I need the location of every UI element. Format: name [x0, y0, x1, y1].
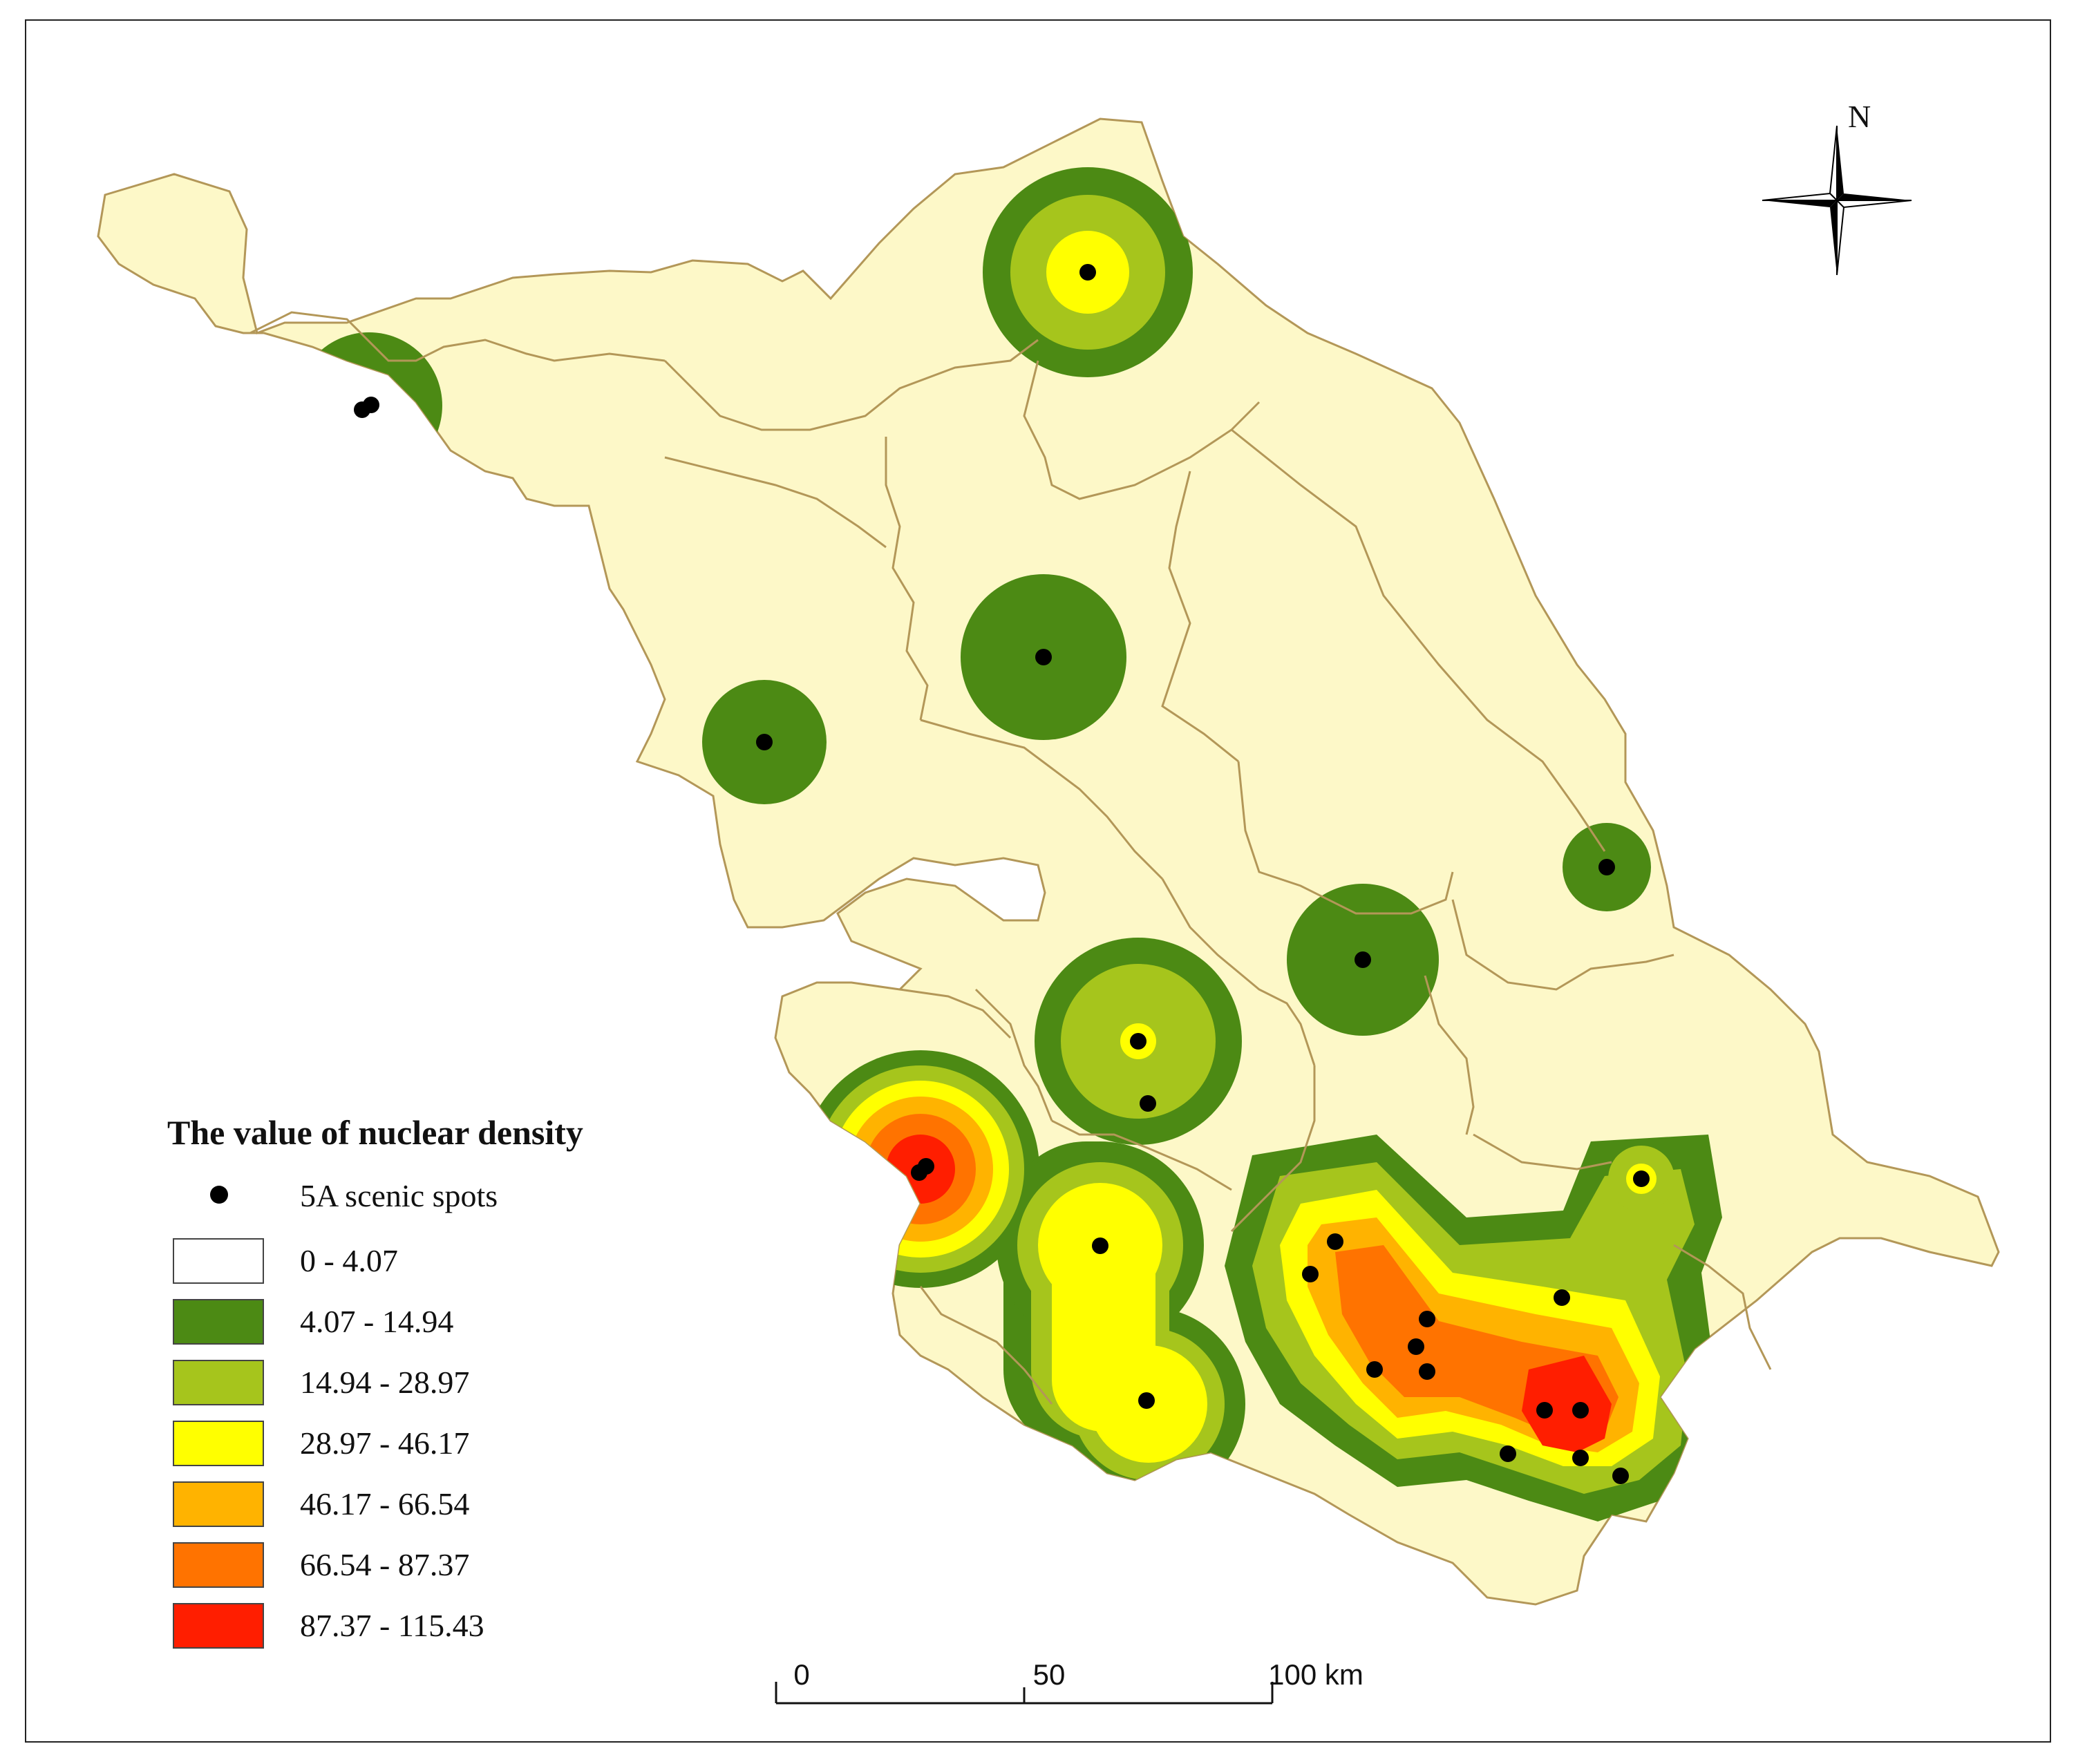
legend-class-label: 14.94 - 28.97	[300, 1365, 470, 1400]
spot-7	[1598, 859, 1615, 875]
legend-class-label: 87.37 - 115.43	[300, 1608, 484, 1643]
map-frame: N The value of nuclear density 5A scenic…	[25, 19, 2051, 1743]
spot-12	[1092, 1237, 1108, 1254]
spot-21	[1554, 1289, 1570, 1306]
legend-class-label: 0 - 4.07	[300, 1243, 398, 1278]
legend-swatch	[173, 1238, 264, 1284]
compass-rose-icon	[1762, 125, 1912, 276]
spot-22	[1536, 1402, 1553, 1419]
legend-point-label: 5A scenic spots	[300, 1178, 498, 1213]
legend-swatch	[173, 1360, 264, 1405]
spot-19	[1419, 1363, 1435, 1380]
spot-6	[1355, 951, 1371, 968]
spot-23	[1572, 1402, 1589, 1419]
legend-swatch	[173, 1421, 264, 1466]
scale-label-50: 50	[1032, 1658, 1066, 1691]
density-surface	[296, 167, 1722, 1521]
spot-15	[1327, 1233, 1343, 1250]
spot-9	[1140, 1095, 1156, 1112]
legend-class-label: 46.17 - 66.54	[300, 1486, 470, 1521]
spot-20	[1366, 1361, 1383, 1378]
spot-17	[1419, 1311, 1435, 1327]
spot-26	[1612, 1468, 1629, 1484]
scale-label-100: 100 km	[1268, 1658, 1363, 1691]
scale-label-0: 0	[793, 1658, 810, 1691]
legend-class-label: 66.54 - 87.37	[300, 1547, 470, 1582]
legend-title: The value of nuclear density	[167, 1113, 583, 1152]
spot-2	[363, 397, 379, 413]
spot-8	[1130, 1033, 1146, 1050]
legend-swatch	[173, 1603, 264, 1649]
spot-16	[1302, 1266, 1319, 1282]
legend-class-label: 4.07 - 14.94	[300, 1304, 454, 1339]
spot-11	[918, 1158, 934, 1175]
spot-14	[1633, 1170, 1650, 1187]
legend-class-label: 28.97 - 46.17	[300, 1425, 470, 1461]
scenic-spots	[354, 264, 1650, 1484]
north-label: N	[1848, 99, 1871, 134]
spot-symbol	[210, 1186, 228, 1204]
spot-18	[1408, 1338, 1424, 1355]
spot-4	[756, 734, 773, 750]
spot-25	[1500, 1445, 1516, 1462]
legend-swatch	[173, 1542, 264, 1588]
spot-5	[1035, 649, 1052, 665]
scale-bar	[775, 1682, 1274, 1705]
spot-3	[1079, 264, 1096, 281]
density-map	[97, 117, 2000, 1705]
spot-24	[1572, 1450, 1589, 1466]
spot-13	[1138, 1392, 1155, 1409]
legend-swatch	[173, 1481, 264, 1527]
legend-swatch	[173, 1299, 264, 1345]
admin-boundaries	[249, 311, 1772, 1405]
